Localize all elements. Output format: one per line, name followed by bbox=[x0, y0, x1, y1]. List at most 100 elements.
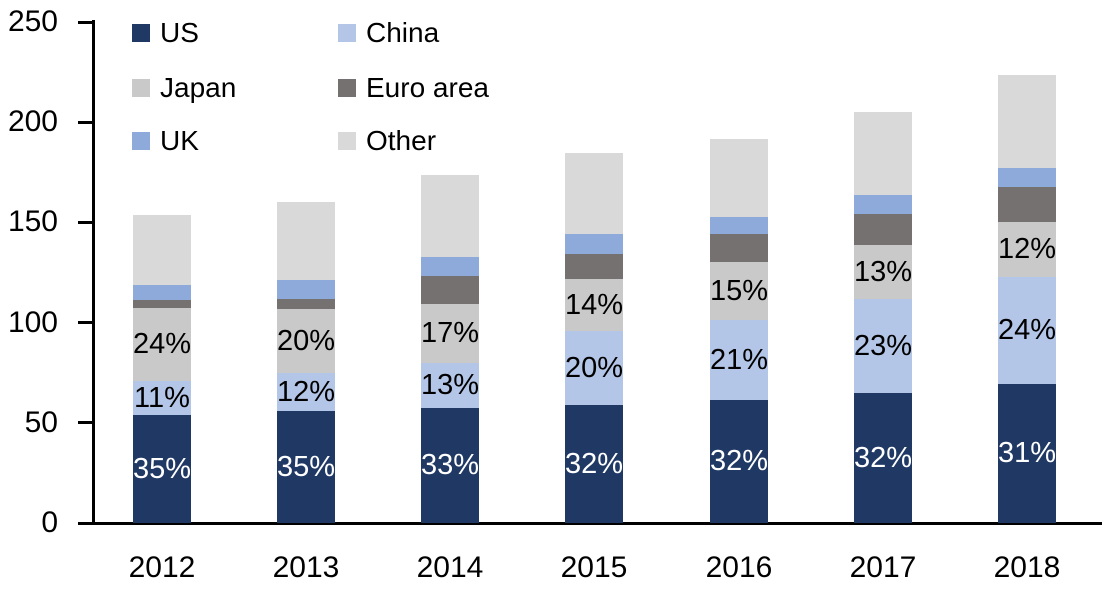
bar-segment-japan-2017 bbox=[854, 245, 912, 299]
bar-segment-japan-2015 bbox=[565, 279, 623, 331]
y-axis-tick-label: 150 bbox=[7, 205, 58, 239]
x-axis-label-2015: 2015 bbox=[560, 551, 628, 584]
bar-segment-us-2015 bbox=[565, 405, 623, 523]
bar-segment-uk-2015 bbox=[565, 234, 623, 254]
segment-label-us-2018: 31% bbox=[997, 437, 1057, 469]
segment-label-us-2017: 32% bbox=[853, 442, 913, 474]
segment-label-japan-2013: 20% bbox=[276, 325, 336, 357]
bar-segment-other-2016 bbox=[710, 139, 768, 217]
segment-label-china-2016: 21% bbox=[709, 344, 769, 376]
bar-segment-china-2012 bbox=[133, 381, 191, 415]
legend-item-us: US bbox=[132, 18, 199, 48]
bar-segment-us-2018 bbox=[998, 384, 1056, 523]
bar-segment-euro-area-2013 bbox=[277, 299, 335, 309]
bar-segment-china-2017 bbox=[854, 299, 912, 393]
y-axis-tick-label: 250 bbox=[7, 5, 58, 38]
bar-segment-china-2018 bbox=[998, 277, 1056, 384]
legend-item-japan: Japan bbox=[132, 73, 236, 103]
y-axis-tick bbox=[78, 220, 92, 224]
segment-label-us-2014: 33% bbox=[420, 449, 480, 481]
legend-item-china: China bbox=[338, 18, 439, 48]
segment-label-china-2014: 13% bbox=[420, 369, 480, 401]
bar-segment-china-2013 bbox=[277, 373, 335, 411]
legend-item-other: Other bbox=[338, 126, 436, 156]
y-axis-tick-label: 50 bbox=[24, 405, 58, 439]
x-axis-label-2013: 2013 bbox=[272, 551, 340, 584]
bar-segment-euro-area-2015 bbox=[565, 254, 623, 279]
segment-label-us-2013: 35% bbox=[276, 451, 336, 483]
segment-label-china-2012: 11% bbox=[134, 382, 190, 414]
bar-segment-japan-2013 bbox=[277, 309, 335, 373]
bar-segment-other-2018 bbox=[998, 75, 1056, 168]
x-axis-label-2018: 2018 bbox=[993, 551, 1061, 584]
bar-segment-uk-2014 bbox=[421, 257, 479, 276]
bar-segment-us-2014 bbox=[421, 408, 479, 523]
y-axis-tick bbox=[78, 421, 92, 425]
bar-segment-other-2013 bbox=[277, 202, 335, 280]
legend-item-euro-area: Euro area bbox=[338, 73, 489, 103]
y-axis-line bbox=[92, 20, 95, 525]
bar-segment-china-2015 bbox=[565, 331, 623, 405]
legend-swatch-china bbox=[338, 24, 356, 42]
bar-segment-other-2014 bbox=[421, 175, 479, 257]
bar-segment-us-2016 bbox=[710, 400, 768, 523]
segment-label-japan-2018: 12% bbox=[997, 233, 1057, 265]
y-axis-tick bbox=[78, 321, 92, 325]
bar-segment-china-2014 bbox=[421, 363, 479, 408]
bar-segment-other-2015 bbox=[565, 153, 623, 234]
segment-label-japan-2015: 14% bbox=[564, 289, 624, 321]
legend-swatch-other bbox=[338, 132, 356, 150]
segment-label-china-2015: 20% bbox=[564, 352, 624, 384]
y-axis-tick-label: 100 bbox=[7, 305, 58, 339]
legend-item-uk: UK bbox=[132, 126, 199, 156]
x-axis-label-2014: 2014 bbox=[416, 551, 484, 584]
bar-segment-us-2012 bbox=[133, 415, 191, 523]
legend-swatch-japan bbox=[132, 79, 150, 97]
legend-label-china: China bbox=[366, 17, 440, 48]
legend-swatch-uk bbox=[132, 132, 150, 150]
bar-segment-uk-2018 bbox=[998, 168, 1056, 187]
legend-label-euro-area: Euro area bbox=[366, 72, 489, 103]
bar-segment-other-2017 bbox=[854, 112, 912, 195]
segment-label-china-2017: 23% bbox=[853, 330, 913, 362]
segment-label-us-2016: 32% bbox=[709, 445, 769, 477]
bar-segment-japan-2012 bbox=[133, 308, 191, 381]
bar-segment-uk-2013 bbox=[277, 280, 335, 299]
bar-segment-japan-2014 bbox=[421, 304, 479, 363]
y-axis-tick bbox=[78, 20, 92, 24]
bar-segment-other-2012 bbox=[133, 215, 191, 285]
bar-segment-us-2013 bbox=[277, 411, 335, 523]
segment-label-japan-2014: 17% bbox=[420, 317, 480, 349]
bar-segment-euro-area-2017 bbox=[854, 214, 912, 245]
segment-label-japan-2012: 24% bbox=[132, 328, 192, 360]
bar-segment-us-2017 bbox=[854, 393, 912, 523]
legend-label-us: US bbox=[160, 17, 199, 48]
legend-label-japan: Japan bbox=[160, 72, 237, 103]
legend-label-other: Other bbox=[366, 125, 437, 156]
segment-label-us-2015: 32% bbox=[564, 448, 624, 480]
bar-segment-euro-area-2018 bbox=[998, 187, 1056, 222]
x-axis-line bbox=[78, 522, 1102, 525]
bar-segment-euro-area-2016 bbox=[710, 234, 768, 262]
y-axis-tick-label: 200 bbox=[7, 105, 58, 139]
bar-segment-euro-area-2014 bbox=[421, 276, 479, 304]
bar-segment-uk-2017 bbox=[854, 195, 912, 214]
bar-segment-uk-2012 bbox=[133, 285, 191, 300]
x-axis-label-2016: 2016 bbox=[705, 551, 773, 584]
segment-label-japan-2017: 13% bbox=[853, 256, 913, 288]
segment-label-china-2018: 24% bbox=[997, 314, 1057, 346]
x-axis-label-2012: 2012 bbox=[128, 551, 196, 584]
x-axis-label-2017: 2017 bbox=[849, 551, 917, 584]
bar-segment-uk-2016 bbox=[710, 217, 768, 234]
legend-swatch-euro-area bbox=[338, 79, 356, 97]
segment-label-japan-2016: 15% bbox=[709, 275, 769, 307]
y-axis-tick-label: 0 bbox=[41, 506, 58, 539]
legend-label-uk: UK bbox=[160, 125, 199, 156]
legend-swatch-us bbox=[132, 24, 150, 42]
bar-segment-japan-2018 bbox=[998, 222, 1056, 277]
segment-label-us-2012: 35% bbox=[132, 453, 192, 485]
bar-segment-euro-area-2012 bbox=[133, 300, 191, 308]
segment-label-china-2013: 12% bbox=[276, 376, 336, 408]
bar-segment-china-2016 bbox=[710, 320, 768, 400]
